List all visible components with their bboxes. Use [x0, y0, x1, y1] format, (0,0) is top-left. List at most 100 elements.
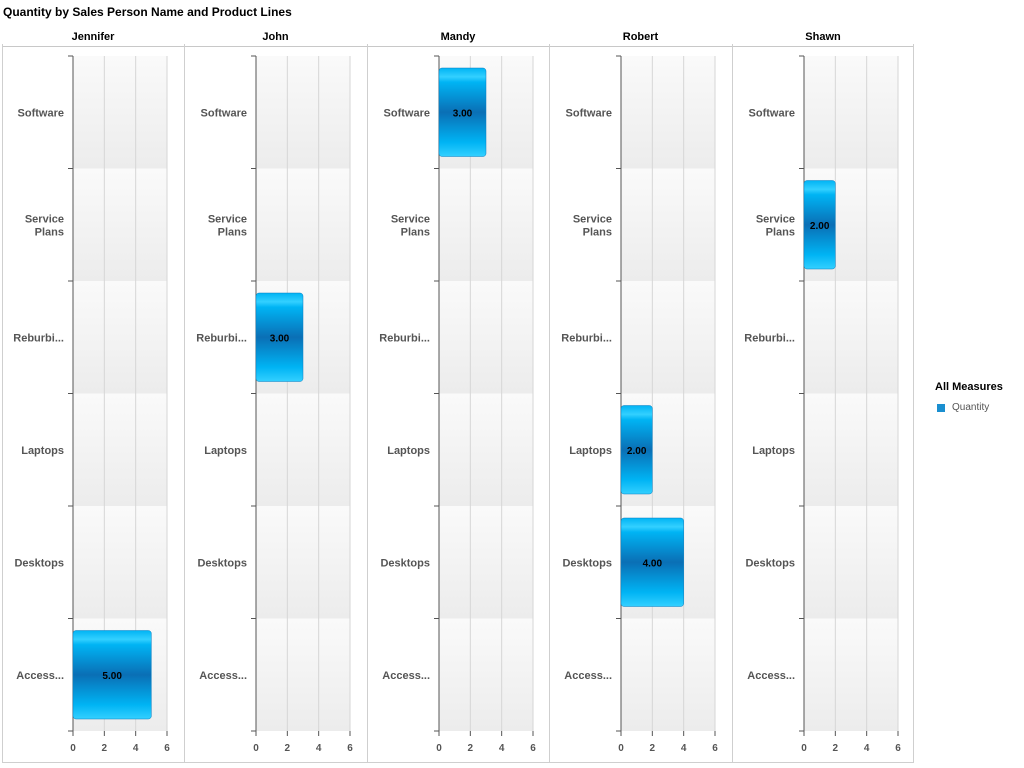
data-label: 2.00 [627, 446, 647, 457]
chart-panel: 0 2 4 6 Software Service Plans Reburbi... Laptop… [196, 55, 353, 754]
row-band [439, 281, 533, 394]
panel-frame [732, 44, 914, 763]
category-label-line: Laptops [387, 445, 430, 457]
data-label: 4.00 [643, 558, 663, 569]
row-band [439, 506, 533, 619]
category-label-line: Software [749, 107, 795, 119]
category-label-line: Plans [401, 226, 430, 238]
x-tick-label: 0 [70, 743, 76, 754]
category-label: Laptops [569, 445, 612, 457]
category-label-line: Desktops [562, 557, 612, 569]
x-tick-label: 0 [253, 743, 259, 754]
category-label-line: Laptops [204, 445, 247, 457]
legend-title: All Measures [935, 381, 1003, 393]
category-label-line: Desktops [380, 557, 430, 569]
category-label-line: Software [18, 107, 64, 119]
row-band [439, 393, 533, 506]
bar [803, 180, 836, 270]
category-label: Reburbi... [13, 332, 64, 344]
category-label: Reburbi... [561, 332, 612, 344]
category-label: Laptops [21, 445, 64, 457]
category-label-line: Laptops [752, 445, 795, 457]
x-tick-label: 0 [618, 743, 624, 754]
category-label-line: Desktops [197, 557, 247, 569]
panel-frame [184, 44, 367, 763]
data-label: 2.00 [810, 221, 830, 232]
category-label: Software [201, 107, 247, 119]
panel-frame [549, 44, 732, 763]
row-band [804, 393, 898, 506]
category-label: Desktops [745, 557, 795, 569]
legend-item[interactable]: Quantity [937, 402, 989, 413]
x-tick-label: 4 [316, 743, 322, 754]
category-label-line: Access... [747, 670, 795, 682]
x-tick-label: 6 [530, 743, 536, 754]
x-tick-label: 2 [102, 743, 108, 754]
category-label-line: Software [201, 107, 247, 119]
category-label-line: Laptops [569, 445, 612, 457]
category-label: Software [749, 107, 795, 119]
panel-bottom-border [2, 762, 914, 763]
category-label: Service Plans [25, 213, 64, 238]
category-label: Access... [564, 670, 612, 682]
category-label: Service Plans [573, 213, 612, 238]
row-band [439, 618, 533, 731]
row-band [621, 168, 715, 281]
category-label-line: Access... [564, 670, 612, 682]
category-label: Software [384, 107, 430, 119]
legend-label: Quantity [952, 402, 990, 413]
panel-header: Jennifer [71, 31, 115, 43]
row-band [73, 281, 167, 394]
category-label-line: Plans [218, 226, 247, 238]
data-label: 5.00 [102, 671, 122, 682]
row-band [804, 506, 898, 619]
bar [620, 517, 684, 607]
category-label-line: Reburbi... [744, 332, 795, 344]
data-label: 3.00 [270, 333, 290, 344]
category-label-line: Plans [35, 226, 64, 238]
category-label: Access... [382, 670, 430, 682]
category-label-line: Laptops [21, 445, 64, 457]
category-label-line: Access... [16, 670, 64, 682]
x-tick-label: 6 [895, 743, 901, 754]
category-label: Software [566, 107, 612, 119]
bar [72, 630, 152, 720]
chart-panel: 0 2 4 6 Software Service Plans Reburbi... Laptop… [379, 55, 536, 754]
row-band [256, 506, 350, 619]
category-label: Laptops [752, 445, 795, 457]
legend-swatch [937, 403, 945, 412]
row-band [256, 618, 350, 731]
x-tick-label: 2 [468, 743, 474, 754]
category-label: Reburbi... [196, 332, 247, 344]
category-label: Laptops [387, 445, 430, 457]
panel-frame [2, 44, 184, 763]
bar [255, 292, 304, 382]
category-label: Desktops [380, 557, 430, 569]
category-label-line: Service [25, 213, 64, 225]
category-label: Laptops [204, 445, 247, 457]
x-tick-label: 0 [801, 743, 807, 754]
panel-header: Shawn [805, 31, 841, 43]
x-tick-label: 6 [712, 743, 718, 754]
chart-title: Quantity by Sales Person Name and Produc… [3, 5, 292, 19]
category-label: Desktops [14, 557, 64, 569]
panel-header: Robert [622, 31, 659, 43]
category-label-line: Desktops [745, 557, 795, 569]
x-tick-label: 6 [347, 743, 353, 754]
x-tick-label: 2 [650, 743, 656, 754]
x-tick-label: 4 [499, 743, 505, 754]
row-band [804, 618, 898, 731]
row-band [621, 56, 715, 169]
bar [620, 405, 653, 495]
category-label: Service Plans [208, 213, 247, 238]
category-label-line: Plans [766, 226, 795, 238]
category-label-line: Access... [199, 670, 247, 682]
row-band [439, 168, 533, 281]
x-tick-label: 6 [164, 743, 170, 754]
row-band [256, 168, 350, 281]
row-band [73, 168, 167, 281]
category-label: Access... [199, 670, 247, 682]
panel-frame [367, 44, 549, 763]
category-label: Access... [747, 670, 795, 682]
